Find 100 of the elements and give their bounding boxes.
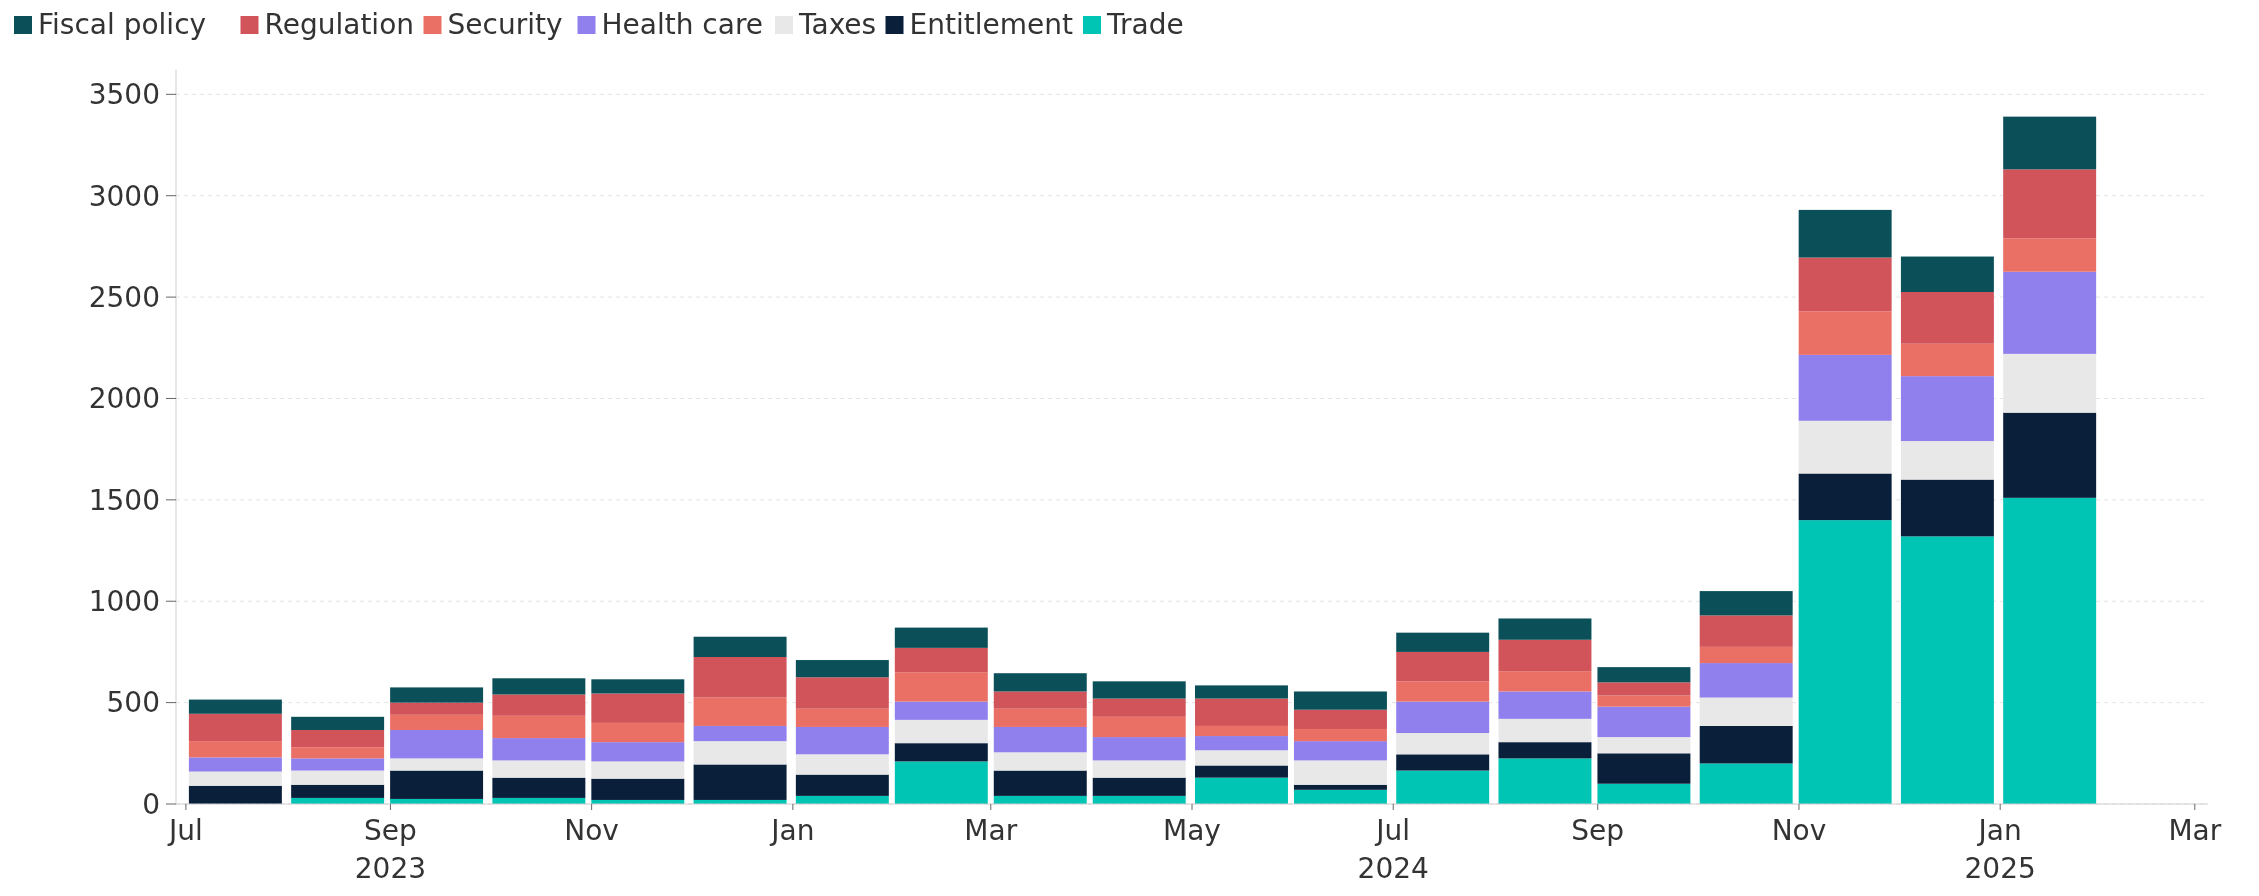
bar — [1293, 691, 1387, 710]
bar — [1498, 718, 1592, 743]
bar — [591, 679, 685, 694]
bar — [1092, 681, 1186, 699]
bar — [1498, 742, 1592, 759]
y-tick-label: 3000 — [88, 179, 160, 213]
bar — [693, 636, 787, 657]
bar — [1900, 256, 1994, 293]
legend-label: Taxes — [798, 8, 877, 41]
bar — [1798, 209, 1892, 258]
bar — [1195, 777, 1288, 804]
bar — [1597, 783, 1691, 804]
bar — [1195, 685, 1288, 699]
bar — [894, 743, 988, 762]
bar — [1798, 354, 1892, 421]
legend-label: Health care — [601, 8, 764, 41]
bar — [1293, 741, 1387, 761]
bar — [894, 672, 988, 702]
bar — [1699, 663, 1793, 698]
bar — [1699, 591, 1793, 616]
bar — [1699, 763, 1793, 804]
bar — [1195, 765, 1288, 778]
bar — [591, 778, 685, 800]
bar — [1293, 760, 1387, 785]
y-tick-label: 2500 — [88, 280, 160, 314]
x-tick-label: Mar — [2168, 814, 2222, 847]
bar — [291, 716, 385, 730]
bar — [1195, 750, 1288, 766]
bar — [1597, 737, 1691, 754]
bar — [390, 770, 484, 799]
bar — [1597, 706, 1691, 738]
bar — [1498, 758, 1592, 804]
bar — [693, 741, 787, 765]
bar — [1900, 343, 1994, 377]
bar — [390, 702, 484, 715]
bar — [1396, 770, 1490, 804]
bar — [591, 761, 685, 779]
bar — [1092, 777, 1186, 796]
bar — [795, 660, 889, 678]
bar — [1396, 733, 1490, 755]
bar — [1498, 671, 1592, 692]
bar — [993, 673, 1087, 692]
bar — [1798, 257, 1892, 312]
bar — [1597, 695, 1691, 707]
x-tick-label: Sep — [1571, 814, 1625, 847]
bar — [390, 758, 484, 771]
bar — [2003, 238, 2097, 272]
bar — [1092, 760, 1186, 778]
bar — [1900, 479, 1994, 537]
bar — [2003, 497, 2097, 804]
bar — [390, 729, 484, 759]
bar — [1396, 701, 1490, 734]
bar — [1699, 725, 1793, 764]
bar — [693, 657, 787, 698]
legend-label: Security — [447, 8, 563, 41]
bar — [2003, 169, 2097, 239]
bar — [1293, 728, 1387, 742]
bar — [1798, 473, 1892, 521]
bar — [1293, 789, 1387, 804]
bar — [2003, 412, 2097, 498]
bar — [1798, 520, 1892, 804]
bar — [993, 770, 1087, 796]
bar — [693, 697, 787, 726]
bar — [492, 694, 586, 716]
bar — [993, 691, 1087, 709]
bar — [591, 693, 685, 723]
bar — [1092, 716, 1186, 738]
bar — [492, 738, 586, 761]
bar — [291, 784, 385, 798]
bar — [2003, 271, 2097, 354]
x-tick-label: Jul — [167, 814, 203, 847]
bar — [291, 747, 385, 759]
legend-label: Trade — [1106, 8, 1184, 41]
bar — [993, 708, 1087, 727]
bar — [1900, 536, 1994, 804]
bar — [188, 699, 282, 714]
bar — [492, 678, 586, 695]
bar — [1293, 709, 1387, 729]
bar — [795, 677, 889, 709]
legend-label: Regulation — [264, 8, 415, 41]
bar — [1396, 754, 1490, 771]
bar — [693, 725, 787, 742]
bar — [1396, 632, 1490, 652]
bar — [1597, 753, 1691, 784]
bar — [188, 713, 282, 742]
bar — [1396, 651, 1490, 682]
y-tick-label: 1000 — [88, 585, 160, 619]
bar — [993, 726, 1087, 753]
bar — [795, 726, 889, 755]
x-tick-label: Jul 2024 — [1357, 814, 1429, 885]
bar — [1498, 618, 1592, 640]
bar — [993, 752, 1087, 771]
bar — [1498, 691, 1592, 719]
x-tick-label: Jan 2025 — [1964, 814, 2036, 885]
bar — [1900, 292, 1994, 344]
bar — [1195, 698, 1288, 726]
x-tick-label: Nov — [564, 814, 619, 847]
legend-label: Entitlement — [909, 8, 1073, 41]
bar — [894, 701, 988, 720]
bar — [1597, 682, 1691, 696]
